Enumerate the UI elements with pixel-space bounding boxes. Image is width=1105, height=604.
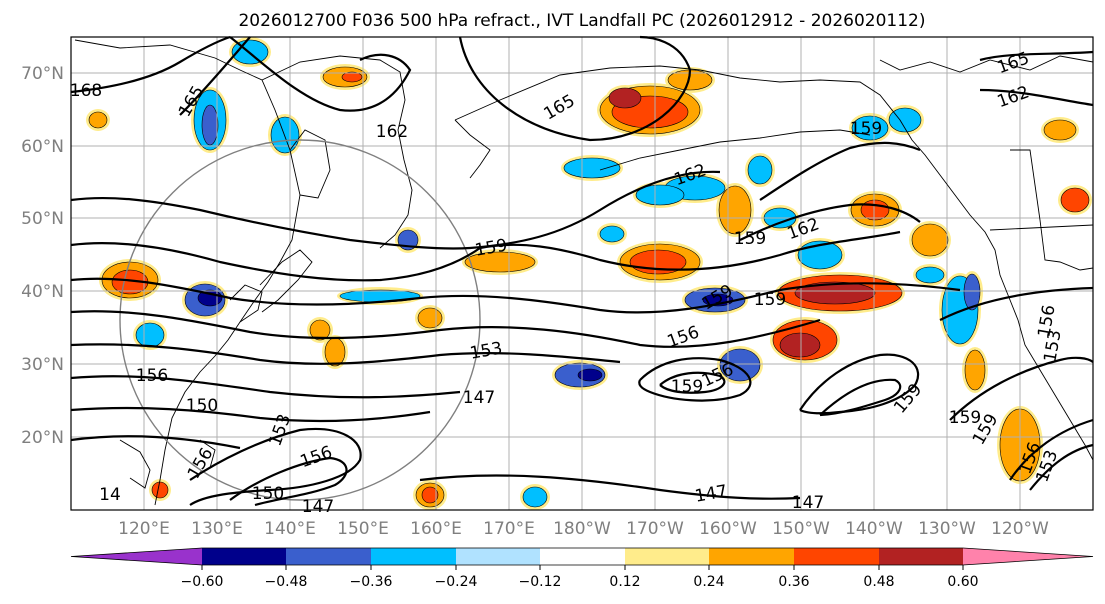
height-contour-label: 159 (754, 290, 786, 310)
height-contour-label: 150 (186, 396, 218, 416)
height-contour-label: 159 (671, 377, 703, 397)
anomaly-contour-fill (851, 115, 889, 141)
anomaly-contour-fill (963, 273, 981, 311)
anomaly-contour-fill (151, 481, 169, 499)
anomaly-contour-fill (341, 71, 363, 83)
colorbar-tick-label: −0.60 (181, 574, 224, 590)
anomaly-contour-fill (270, 116, 300, 154)
anomaly-contour-fill (964, 349, 986, 391)
anomaly-contour-fill (563, 157, 621, 179)
colorbar-tick-label: −0.36 (350, 574, 393, 590)
latitude-label: 50°N (21, 209, 64, 229)
colorbar-tick-label: 0.36 (778, 574, 809, 590)
longitude-label: 120°W (991, 519, 1049, 539)
longitude-label: 140°E (264, 519, 316, 539)
colorbar-segment (202, 548, 286, 565)
anomaly-contour-fill (794, 281, 876, 305)
anomaly-contour-fill (860, 199, 890, 221)
anomaly-contour-fill (888, 107, 922, 133)
height-contour-label: 156 (136, 366, 168, 386)
map-frame (70, 36, 1094, 511)
colorbar-tick-label: 0.12 (609, 574, 640, 590)
height-contour-label: 147 (792, 493, 824, 513)
anomaly-contour-fill (522, 486, 548, 508)
longitude-labels: 120°E 130°E 140°E 150°E 160°E 170°E 180°W 170°W… (118, 519, 1049, 539)
anomaly-contour-fill (464, 251, 536, 273)
anomaly-contour-fill (309, 319, 331, 341)
map-title: 2026012700 F036 500 hPa refract., IVT La… (238, 11, 925, 31)
longitude-label: 150°E (337, 519, 389, 539)
latitude-label: 70°N (21, 64, 64, 84)
colorbar-segment (71, 548, 202, 565)
anomaly-contour-fill (88, 111, 108, 129)
colorbar-segment (371, 548, 456, 565)
height-contour-label: 150 (252, 484, 284, 504)
colorbar-tick-label: −0.24 (435, 574, 478, 590)
anomaly-contour-fill (747, 155, 773, 185)
anomaly-contour-fill (911, 223, 949, 257)
height-contour-label: 147 (463, 388, 495, 408)
colorbar: −0.60 −0.48 −0.36 −0.24 −0.12 0.12 0.24 0.36 0.4… (70, 547, 1094, 590)
anomaly-contour-fill (635, 184, 685, 206)
height-contour-label: 159 (734, 229, 766, 249)
height-contours (70, 35, 1094, 507)
anomaly-contour-fill (1060, 187, 1090, 213)
longitude-label: 130°W (918, 519, 976, 539)
longitude-label: 180°W (553, 519, 611, 539)
lat-lon-gridlines (71, 37, 1093, 510)
longitude-label: 170°E (483, 519, 535, 539)
latitude-label: 40°N (21, 282, 64, 302)
longitude-label: 120°E (118, 519, 170, 539)
colorbar-tick-label: 0.24 (693, 574, 724, 590)
colorbar-segment (963, 548, 1093, 565)
anomaly-contour-fill (201, 104, 219, 146)
anomaly-contour-fill (324, 337, 346, 367)
anomaly-contour-fill (915, 266, 945, 284)
anomaly-contour-fill (599, 225, 625, 243)
anomaly-contour-fill (577, 368, 603, 382)
latitude-label: 20°N (21, 428, 64, 448)
anomaly-contour-fill (417, 307, 443, 329)
height-contour-label: 147 (302, 497, 334, 517)
height-contour-label: 159 (949, 408, 981, 428)
colorbar-segment (286, 548, 371, 565)
colorbar-tick-label: 0.48 (863, 574, 894, 590)
anomaly-contour-fill (421, 486, 439, 504)
colorbar-tick-label: −0.12 (519, 574, 562, 590)
colorbar-segment (709, 548, 794, 565)
anomaly-contour-fill (719, 348, 761, 382)
colorbar-segment (879, 548, 963, 565)
colorbar-segment (625, 548, 709, 565)
landfall-region-circle (119, 139, 481, 501)
latitude-labels: 70°N 60°N 50°N 40°N 30°N 20°N (21, 64, 64, 448)
anomaly-contour-fill (718, 185, 752, 235)
longitude-label: 130°E (191, 519, 243, 539)
colorbar-tick-label: 0.60 (947, 574, 978, 590)
latitude-label: 60°N (21, 137, 64, 157)
colorbar-segment (794, 548, 879, 565)
longitude-label: 150°W (772, 519, 830, 539)
anomaly-contour-fill (135, 322, 165, 348)
height-contour-label: 14 (99, 485, 121, 505)
longitude-label: 160°E (410, 519, 462, 539)
longitude-label: 160°W (699, 519, 757, 539)
latitude-label: 30°N (21, 355, 64, 375)
height-contour-label: 168 (70, 81, 102, 101)
colorbar-tick-label: −0.48 (265, 574, 308, 590)
anomaly-contour-fill (608, 87, 642, 109)
longitude-label: 140°W (845, 519, 903, 539)
colorbar-segment (540, 548, 625, 565)
colorbar-segment (456, 548, 540, 565)
height-contour-label: 162 (376, 122, 408, 142)
height-contour-label: 159 (850, 119, 882, 139)
longitude-label: 170°W (626, 519, 684, 539)
anomaly-contour-fill (1043, 119, 1077, 141)
anomaly-contour-fill (779, 332, 821, 358)
